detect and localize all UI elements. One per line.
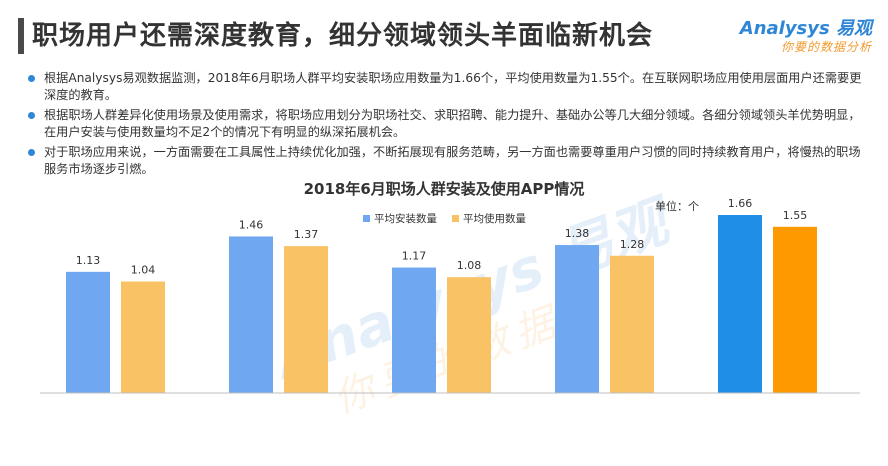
bar-use-0 xyxy=(121,281,165,393)
bullet-item: 根据职场人群差异化使用场景及使用需求，将职场应用划分为职场社交、求职招聘、能力提… xyxy=(28,107,864,141)
data-label: 1.17 xyxy=(402,250,427,263)
bullet-text: 根据Analysys易观数据监测，2018年6月职场人群平均安装职场应用数量为1… xyxy=(44,71,862,102)
page-title: 职场用户还需深度教育，细分领域领头羊面临新机会 xyxy=(32,21,654,51)
bullet-item: 根据Analysys易观数据监测，2018年6月职场人群平均安装职场应用数量为1… xyxy=(28,70,864,104)
logo-main-text: Analysys 易观 xyxy=(739,18,872,39)
bullet-dot-icon xyxy=(28,112,35,119)
chart-bars: 1.13 1.46 1.17 1.38 1.66 1.04 1.37 1.08 1.28 1.55 xyxy=(66,197,817,393)
data-label: 1.37 xyxy=(294,228,319,241)
chart-unit-label: 单位：个 xyxy=(655,199,699,213)
bar-install-2 xyxy=(392,267,436,393)
logo-tagline: 你要的数据分析 xyxy=(780,40,872,54)
bullet-list: 根据Analysys易观数据监测，2018年6月职场人群平均安装职场应用数量为1… xyxy=(28,70,864,181)
data-label: 1.66 xyxy=(728,197,753,210)
bar-install-4 xyxy=(718,215,762,393)
bar-install-1 xyxy=(229,236,273,393)
data-label: 1.46 xyxy=(239,218,264,231)
bullet-dot-icon xyxy=(28,149,35,156)
bar-use-3 xyxy=(610,255,654,393)
data-label: 1.13 xyxy=(76,254,101,267)
bullet-text: 根据职场人群差异化使用场景及使用需求，将职场应用划分为职场社交、求职招聘、能力提… xyxy=(44,108,861,139)
legend-swatch xyxy=(452,215,459,222)
chart-legend: 平均安装数量 平均使用数量 xyxy=(363,212,526,225)
bullet-item: 对于职场应用来说，一方面需要在工具属性上持续优化加强，不断拓展现有服务范畴，另一… xyxy=(28,144,864,178)
data-label: 1.28 xyxy=(620,238,645,251)
chart-title: 2018年6月职场人群安装及使用APP情况 xyxy=(304,180,585,198)
legend-swatch xyxy=(363,215,370,222)
logo: Analysys 易观 你要的数据分析 xyxy=(740,14,872,60)
bullet-text: 对于职场应用来说，一方面需要在工具属性上持续优化加强，不断拓展现有服务范畴，另一… xyxy=(44,145,861,176)
bar-use-4 xyxy=(773,226,817,393)
bar-use-2 xyxy=(447,277,491,393)
legend-label: 平均使用数量 xyxy=(463,212,526,225)
bar-install-0 xyxy=(66,271,110,393)
bar-use-1 xyxy=(284,246,328,393)
legend-label: 平均安装数量 xyxy=(374,212,437,225)
bullet-dot-icon xyxy=(28,75,35,82)
data-label: 1.38 xyxy=(565,227,590,240)
title-accent-bar xyxy=(18,18,24,54)
data-label: 1.08 xyxy=(457,259,482,272)
data-label: 1.04 xyxy=(131,263,156,276)
data-label: 1.55 xyxy=(783,209,808,222)
bar-chart: 2018年6月职场人群安装及使用APP情况 单位：个 平均安装数量 平均使用数量 … xyxy=(40,180,860,394)
bar-install-3 xyxy=(555,245,599,393)
